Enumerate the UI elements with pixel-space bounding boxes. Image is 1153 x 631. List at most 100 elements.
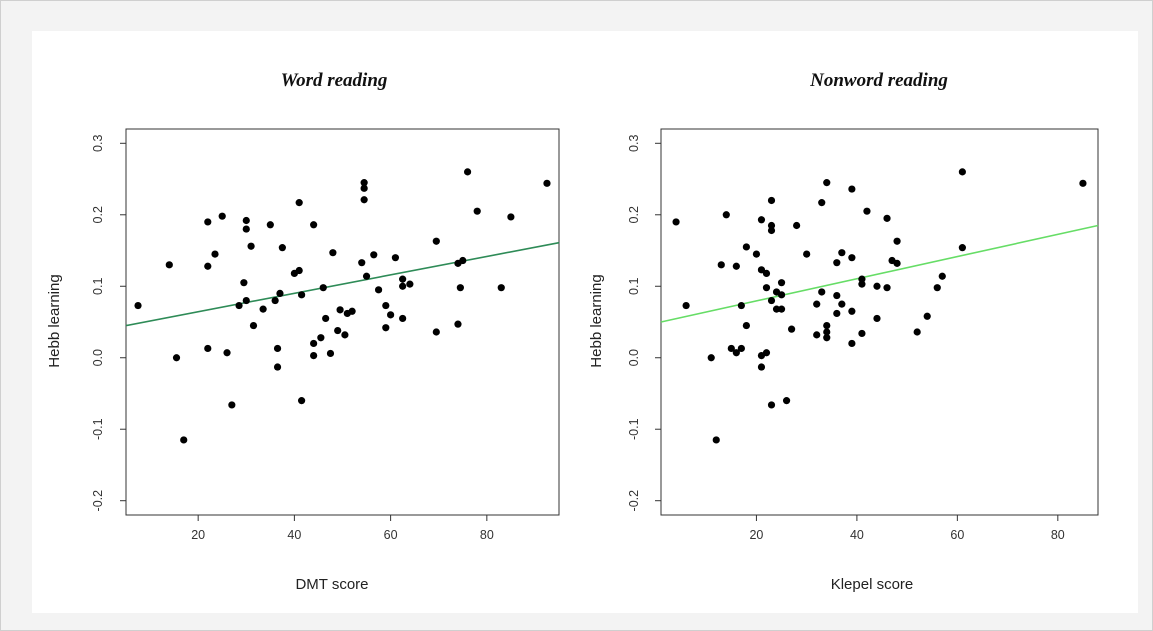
data-point — [358, 259, 366, 267]
data-point — [310, 339, 318, 348]
data-point — [242, 225, 250, 233]
data-point — [543, 179, 551, 187]
fit-line — [125, 241, 560, 327]
data-point — [823, 321, 831, 330]
data-point — [858, 280, 866, 288]
data-point — [341, 331, 349, 339]
data-point — [732, 349, 740, 357]
data-point — [317, 334, 325, 342]
data-point — [326, 349, 335, 358]
data-point — [348, 307, 356, 315]
data-point — [762, 349, 771, 357]
x-tick-label: 40 — [850, 528, 864, 542]
data-point — [803, 250, 811, 258]
data-point — [813, 331, 821, 339]
y-axis-label: Hebb learning — [46, 274, 63, 367]
data-point — [235, 301, 243, 310]
data-point — [782, 397, 791, 405]
data-point — [707, 354, 715, 362]
data-point — [459, 256, 467, 265]
data-point — [228, 401, 236, 409]
data-point — [833, 309, 841, 318]
data-point — [271, 296, 279, 305]
data-point — [767, 296, 776, 305]
data-point — [913, 328, 921, 336]
data-point — [247, 242, 255, 250]
data-point — [165, 261, 173, 269]
y-tick-label: -0.1 — [91, 418, 105, 440]
x-tick-label: 40 — [287, 528, 301, 542]
data-point — [848, 339, 856, 348]
data-point — [823, 179, 831, 187]
data-point — [454, 320, 462, 328]
y-ticks: -0.2 -0.1 0.0 0.1 0.2 0.3 — [91, 135, 126, 511]
data-point — [823, 328, 831, 336]
data-point — [382, 301, 390, 310]
data-point — [923, 312, 931, 320]
data-point — [787, 325, 796, 333]
data-point — [727, 344, 735, 353]
data-point — [266, 221, 274, 229]
data-point — [374, 286, 383, 294]
data-point — [432, 328, 440, 336]
data-point — [757, 363, 766, 371]
data-points — [672, 168, 1087, 444]
data-point — [742, 243, 750, 251]
data-point — [382, 324, 390, 332]
data-point — [204, 218, 212, 226]
y-tick-label: 0.1 — [91, 278, 105, 295]
y-tick-label: 0.3 — [627, 135, 641, 152]
data-point — [833, 259, 841, 267]
data-point — [933, 284, 941, 292]
fit-line — [660, 224, 1099, 323]
x-tick-label: 20 — [749, 528, 763, 542]
data-point — [823, 334, 831, 342]
chart-title: Word reading — [281, 70, 388, 91]
data-point — [767, 226, 776, 235]
data-point — [278, 244, 286, 252]
plot-box — [125, 128, 560, 516]
y-axis-label: Hebb learning — [588, 274, 605, 367]
data-point — [298, 397, 306, 405]
data-point — [276, 289, 284, 298]
regression-line — [660, 224, 1099, 323]
data-point — [818, 199, 826, 207]
data-point — [737, 301, 745, 310]
data-point — [767, 401, 776, 409]
data-point — [322, 314, 330, 323]
data-point — [399, 275, 407, 283]
data-point — [218, 212, 226, 220]
y-tick-label: 0.0 — [627, 349, 641, 366]
data-point — [958, 244, 966, 252]
data-point — [329, 249, 337, 257]
nonword-reading-panel: Nonword reading Klepel score Hebb learni… — [588, 70, 1099, 593]
data-point — [767, 196, 776, 205]
data-point — [838, 300, 846, 308]
data-point — [399, 314, 407, 323]
data-point — [391, 254, 400, 262]
data-point — [310, 351, 318, 360]
data-point — [273, 344, 282, 353]
data-point — [507, 213, 515, 221]
data-point — [767, 221, 776, 230]
data-point — [249, 321, 258, 330]
data-point — [463, 168, 472, 176]
data-point — [793, 221, 801, 230]
data-point — [757, 266, 766, 274]
data-point — [732, 262, 740, 270]
data-point — [873, 282, 881, 290]
data-point — [387, 311, 395, 319]
data-point — [204, 262, 212, 270]
data-point — [777, 305, 786, 313]
data-point — [273, 363, 282, 371]
y-tick-label: 0.0 — [91, 349, 105, 366]
y-tick-label: 0.2 — [91, 206, 105, 223]
data-point — [848, 307, 856, 315]
data-point — [712, 436, 720, 444]
data-point — [310, 221, 318, 229]
data-point — [360, 179, 368, 187]
data-point — [242, 216, 250, 225]
data-point — [958, 168, 966, 176]
